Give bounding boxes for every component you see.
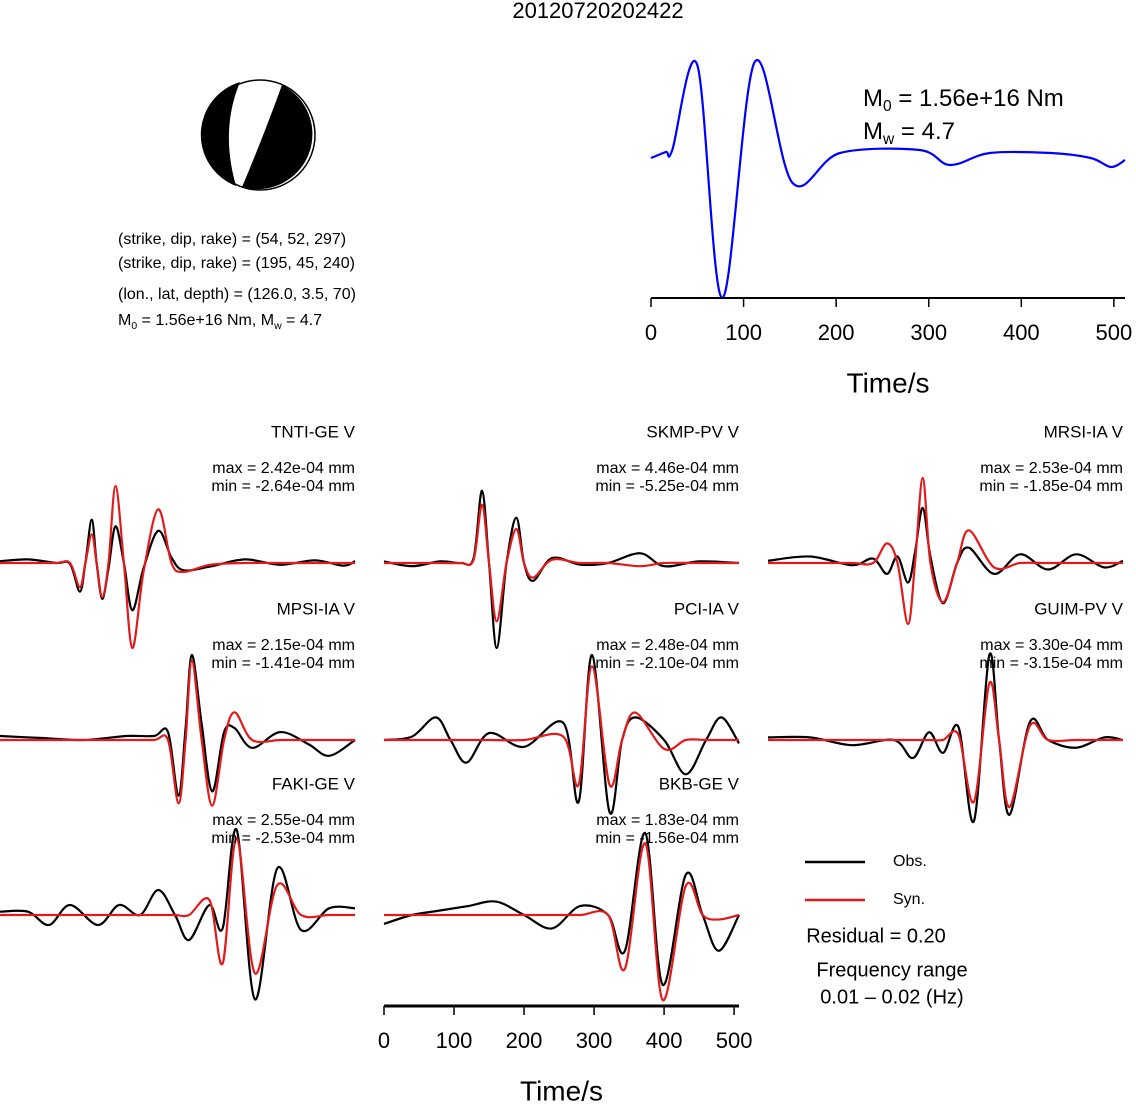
mechanism-line: (strike, dip, rake) = (195, 45, 240) [118, 255, 355, 272]
waveform-line [384, 842, 740, 1002]
x-tick-label: 100 [725, 320, 762, 345]
min-label: min = -5.25e-04 mm [595, 478, 739, 495]
legend-label: Syn. [893, 891, 925, 908]
x-axis-title: Time/s [520, 1075, 603, 1106]
label-part: = 4.7 [282, 312, 323, 329]
max-label: max = 2.15e-04 mm [212, 637, 355, 654]
subscript: w [882, 131, 895, 148]
station-name: MPSI-IA V [277, 599, 356, 618]
max-label: max = 3.30e-04 mm [980, 637, 1123, 654]
waveform-line [0, 484, 355, 650]
label: M0 = 1.56e+16 Nm, Mw = 4.7 [118, 312, 322, 331]
station-name: SKMP-PV V [646, 422, 739, 441]
label: M0 = 1.56e+16 Nm [863, 85, 1064, 115]
waveform-line [383, 503, 739, 623]
residual: Residual = 0.20 [806, 925, 946, 947]
waveform-line [0, 828, 356, 1001]
label-part: M [118, 312, 131, 329]
frequency-range: 0.01 – 0.02 (Hz) [820, 986, 963, 1008]
mechanism-line: (lon., lat, depth) = (126.0, 3.5, 70) [118, 286, 356, 303]
label-part: = 4.7 [894, 118, 955, 145]
waveform-line [0, 837, 355, 975]
label-part: M [863, 85, 883, 112]
waveform-line [383, 489, 740, 650]
station-name: BKB-GE V [659, 774, 740, 793]
min-label: min = -1.41e-04 mm [211, 655, 355, 672]
subscript: 0 [131, 321, 137, 332]
x-tick-label: 500 [1096, 320, 1133, 345]
x-axis-title: Time/s [847, 367, 930, 398]
x-tick-label: 300 [576, 1028, 613, 1053]
x-tick-label: 200 [506, 1028, 543, 1053]
beachball-quadrant [242, 85, 313, 190]
x-tick-label: 200 [818, 320, 855, 345]
x-tick-label: 0 [645, 320, 657, 345]
figure-title: 20120720202422 [512, 0, 683, 23]
frequency-range: Frequency range [816, 959, 967, 981]
max-label: max = 2.42e-04 mm [212, 460, 355, 477]
station-name: PCI-IA V [674, 599, 740, 618]
x-tick-label: 100 [436, 1028, 473, 1053]
min-label: min = -2.64e-04 mm [211, 478, 355, 495]
beachball-quadrant [200, 82, 240, 186]
beachball [200, 79, 316, 191]
waveform-line [0, 518, 356, 612]
label: Mw = 4.7 [863, 118, 955, 148]
waveform-line [650, 58, 1126, 300]
max-label: max = 1.83e-04 mm [596, 812, 739, 829]
station-name: TNTI-GE V [271, 422, 356, 441]
label-part: = 1.56e+16 Nm [892, 85, 1064, 112]
waveform-line [767, 680, 1123, 809]
min-label: min = -2.10e-04 mm [595, 655, 739, 672]
waveform-line [767, 476, 1123, 626]
label-part: = 1.56e+16 Nm, M [137, 312, 274, 329]
min-label: min = -3.15e-04 mm [979, 655, 1123, 672]
mechanism-line: (strike, dip, rake) = (54, 52, 297) [118, 231, 346, 248]
legend-label: Obs. [893, 853, 927, 870]
waveform-line [383, 831, 740, 986]
x-tick-label: 500 [716, 1028, 753, 1053]
max-label: max = 4.46e-04 mm [596, 460, 739, 477]
waveform-line [767, 506, 1124, 605]
min-label: min = -1.85e-04 mm [979, 478, 1123, 495]
x-tick-label: 400 [646, 1028, 683, 1053]
subscript: 0 [883, 98, 892, 115]
min-label: min = -2.53e-04 mm [211, 830, 355, 847]
max-label: max = 2.48e-04 mm [596, 637, 739, 654]
x-tick-label: 0 [378, 1028, 390, 1053]
station-name: MRSI-IA V [1044, 422, 1124, 441]
waveform-line [383, 665, 739, 788]
x-tick-label: 300 [910, 320, 947, 345]
x-tick-label: 400 [1003, 320, 1040, 345]
label-part: M [863, 118, 883, 145]
waveform-line [0, 659, 355, 807]
subscript: w [273, 321, 282, 332]
max-label: max = 2.55e-04 mm [212, 812, 355, 829]
min-label: min = -1.56e-04 mm [595, 830, 739, 847]
station-name: FAKI-GE V [272, 774, 356, 793]
max-label: max = 2.53e-04 mm [980, 460, 1123, 477]
station-name: GUIM-PV V [1034, 599, 1123, 618]
